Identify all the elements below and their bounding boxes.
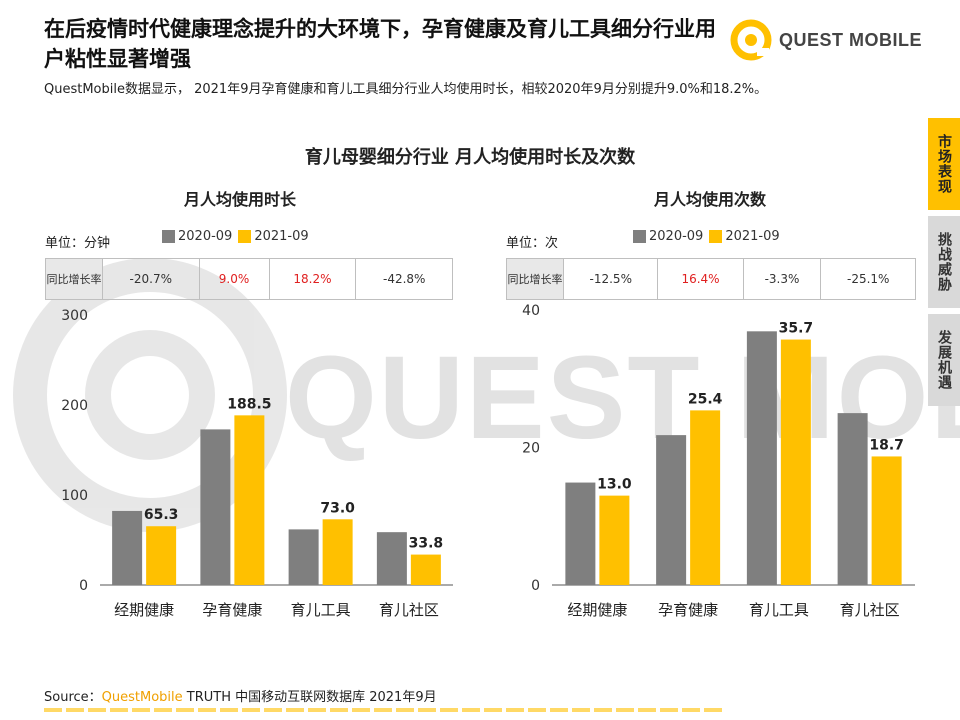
legend-swatch-2020 [633, 230, 646, 243]
legend-swatch-2020 [162, 230, 175, 243]
footer-decoration [44, 708, 724, 712]
source-rest: TRUTH 中国移动互联网数据库 2021年9月 [182, 690, 437, 705]
category-label: 育儿工具 [291, 601, 351, 619]
category-label: 育儿社区 [379, 601, 439, 619]
yoy-cell: -3.3% [742, 258, 822, 300]
bar-2020 [837, 413, 868, 585]
data-label: 73.0 [320, 500, 355, 516]
bar-2021 [690, 410, 721, 585]
tab-opportunities[interactable]: 发展机遇 [928, 314, 960, 406]
chart-1-title: 月人均使用时长 [183, 190, 296, 209]
legend-swatch-2021 [238, 230, 252, 243]
bar-2021 [599, 495, 630, 585]
bar-2020 [288, 529, 319, 585]
source-note: Source：QuestMobile TRUTH 中国移动互联网数据库 2021… [44, 686, 437, 705]
tab-market-performance[interactable]: 市场表现 [928, 118, 960, 210]
yoy-header: 同比增长率 [506, 258, 564, 300]
y-tick-label: 20 [522, 441, 540, 457]
bar-2020 [376, 532, 407, 585]
category-label: 育儿社区 [840, 601, 900, 619]
chart-2-yoy-table: 同比增长率 -12.5% 16.4% -3.3% -25.1% [506, 258, 916, 300]
yoy-cell: 9.0% [198, 258, 270, 300]
yoy-cell: -42.8% [355, 258, 453, 300]
category-label: 育儿工具 [749, 601, 809, 619]
legend-swatch-2021 [709, 230, 723, 243]
bar-2020 [565, 482, 596, 585]
bar-2021 [780, 339, 811, 585]
side-tabs: 市场表现 挑战威胁 发展机遇 [928, 118, 960, 412]
bar-2020 [656, 435, 687, 585]
page-title: 在后疫情时代健康理念提升的大环境下，孕育健康及育儿工具细分行业用户粘性显著增强 [44, 17, 716, 71]
category-label: 经期健康 [567, 601, 627, 619]
logo-mark-icon [730, 19, 772, 61]
legend-label-2021: 2021-09 [254, 229, 309, 244]
chart-2-legend: 2020-09 2021-09 [627, 229, 780, 244]
source-prefix: Source： [44, 690, 102, 705]
y-tick-label: 300 [61, 308, 88, 324]
bar-2021 [871, 456, 902, 585]
legend-label-2020: 2020-09 [649, 229, 704, 244]
yoy-cell: 18.2% [268, 258, 357, 300]
bar-2021 [322, 519, 353, 585]
yoy-cell: -12.5% [562, 258, 659, 300]
bar-2021 [146, 526, 177, 585]
category-label: 经期健康 [114, 601, 174, 619]
main-chart-title: 育儿母婴细分行业 月人均使用时长及次数 [304, 147, 636, 168]
chart-1-legend: 2020-09 2021-09 [156, 229, 309, 244]
legend-label-2021: 2021-09 [725, 229, 780, 244]
yoy-cell: -25.1% [820, 258, 916, 300]
bar-2021 [234, 415, 265, 585]
yoy-header: 同比增长率 [45, 258, 103, 300]
bar-2021 [410, 554, 441, 585]
data-label: 33.8 [409, 536, 444, 552]
data-label: 25.4 [688, 391, 723, 407]
data-label: 65.3 [144, 507, 179, 523]
bar-2020 [200, 429, 231, 585]
category-label: 孕育健康 [202, 601, 262, 619]
chart-2-unit: 单位：次 [506, 236, 559, 251]
source-brand: QuestMobile [101, 690, 183, 705]
data-label: 35.7 [779, 321, 814, 337]
bar-2020 [746, 331, 777, 585]
chart-1-unit: 单位：分钟 [45, 236, 111, 251]
data-label: 13.0 [597, 477, 632, 493]
bar-2020 [112, 510, 143, 585]
data-label: 188.5 [227, 396, 271, 412]
y-tick-label: 0 [531, 578, 540, 594]
y-tick-label: 0 [79, 578, 88, 594]
yoy-cell: 16.4% [657, 258, 744, 300]
logo-text: QUEST MOBILE [779, 30, 923, 50]
category-label: 孕育健康 [658, 601, 718, 619]
chart-1-yoy-table: 同比增长率 -20.7% 9.0% 18.2% -42.8% [45, 258, 453, 300]
y-tick-label: 200 [61, 398, 88, 414]
page-subtitle: QuestMobile数据显示， 2021年9月孕育健康和育儿工具细分行业人均使… [44, 82, 768, 97]
quest-mobile-logo: QUEST MOBILE [727, 18, 927, 62]
y-tick-label: 100 [61, 488, 88, 504]
yoy-cell: -20.7% [102, 258, 200, 300]
data-label: 18.7 [869, 437, 904, 453]
y-tick-label: 40 [522, 303, 540, 319]
legend-label-2020: 2020-09 [178, 229, 233, 244]
tab-challenges[interactable]: 挑战威胁 [928, 216, 960, 308]
chart-2-title: 月人均使用次数 [653, 190, 766, 209]
